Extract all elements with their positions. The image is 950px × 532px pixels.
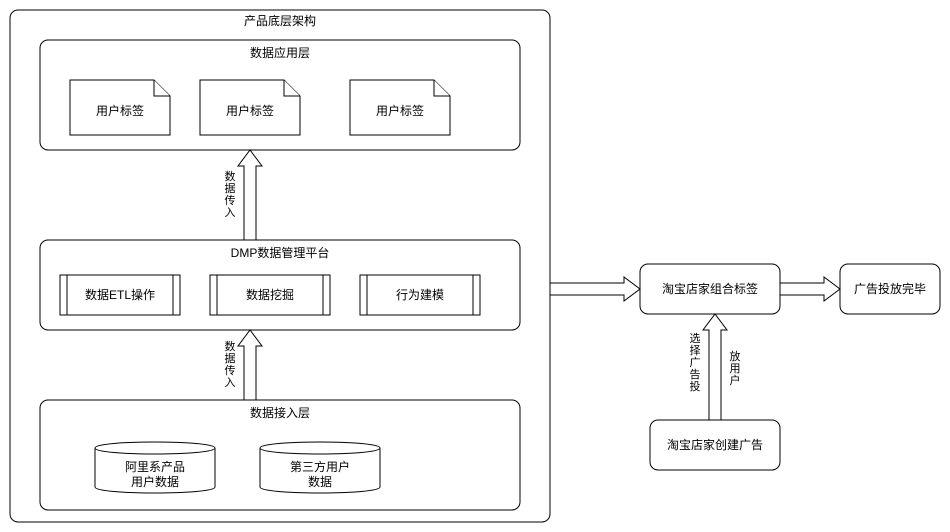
svg-text:投: 投: [690, 379, 701, 393]
arrow-label-char: 传: [225, 194, 236, 207]
process-label: 数据挖掘: [246, 287, 294, 302]
app-layer-title: 数据应用层: [250, 45, 310, 60]
doc-label: 用户标签: [96, 103, 144, 118]
db-label: 用户数据: [131, 474, 179, 489]
svg-text:择: 择: [690, 343, 701, 357]
arrow-label-char: 数: [225, 340, 236, 353]
svg-text:用: 用: [730, 363, 741, 375]
process-node: 数据挖掘: [210, 275, 330, 315]
svg-text:户: 户: [730, 373, 741, 387]
process-label: 数据ETL操作: [85, 287, 155, 302]
arrow-label-char: 数: [225, 170, 236, 183]
svg-text:广: 广: [690, 356, 701, 369]
process-label: 行为建模: [396, 288, 444, 302]
process-node: 数据ETL操作: [60, 275, 180, 315]
svg-text:选: 选: [690, 332, 701, 345]
dmp-layer-title: DMP数据管理平台: [231, 245, 330, 260]
arrow-label: 数 据 传 入: [225, 170, 236, 219]
access-layer-title: 数据接入层: [250, 405, 310, 420]
db-label: 阿里系产品: [125, 460, 185, 474]
arrow-up: 选 择 广 告 投 放 用 户: [690, 314, 741, 420]
arrow-label-char: 入: [225, 377, 236, 389]
outer-title: 产品底层架构: [244, 13, 316, 28]
arrow-right: [550, 277, 640, 301]
arrow-label-char: 传: [225, 364, 236, 377]
combine-label: 淘宝店家组合标签: [662, 281, 758, 296]
arrow-label: 数 据 传 入: [225, 340, 236, 389]
doc-node: 用户标签: [70, 80, 170, 135]
db-node: 阿里系产品 用户数据: [95, 442, 215, 493]
db-node: 第三方用户 数据: [260, 442, 380, 493]
arrow-right: [780, 277, 840, 301]
svg-text:放: 放: [730, 349, 741, 363]
db-label: 第三方用户: [290, 459, 350, 474]
doc-node: 用户标签: [200, 80, 300, 135]
diagram-canvas: 产品底层架构 数据应用层 用户标签 用户标签 用户标签 DMP数据管理平台 数据…: [0, 0, 950, 532]
done-label: 广告投放完毕: [854, 281, 926, 296]
db-label: 数据: [308, 474, 332, 489]
arrow-label-char: 据: [225, 181, 236, 195]
doc-node: 用户标签: [350, 80, 450, 135]
process-node: 行为建模: [360, 275, 480, 315]
doc-label: 用户标签: [376, 103, 424, 118]
create-label: 淘宝店家创建广告: [667, 437, 763, 452]
arrow-label-char: 据: [225, 351, 236, 365]
doc-label: 用户标签: [226, 103, 274, 118]
arrow-label-char: 入: [225, 207, 236, 219]
svg-text:告: 告: [690, 368, 701, 381]
